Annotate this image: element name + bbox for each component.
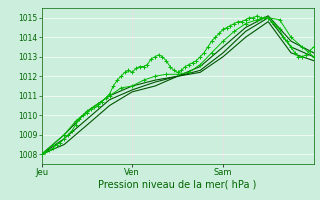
X-axis label: Pression niveau de la mer( hPa ): Pression niveau de la mer( hPa ): [99, 180, 257, 190]
